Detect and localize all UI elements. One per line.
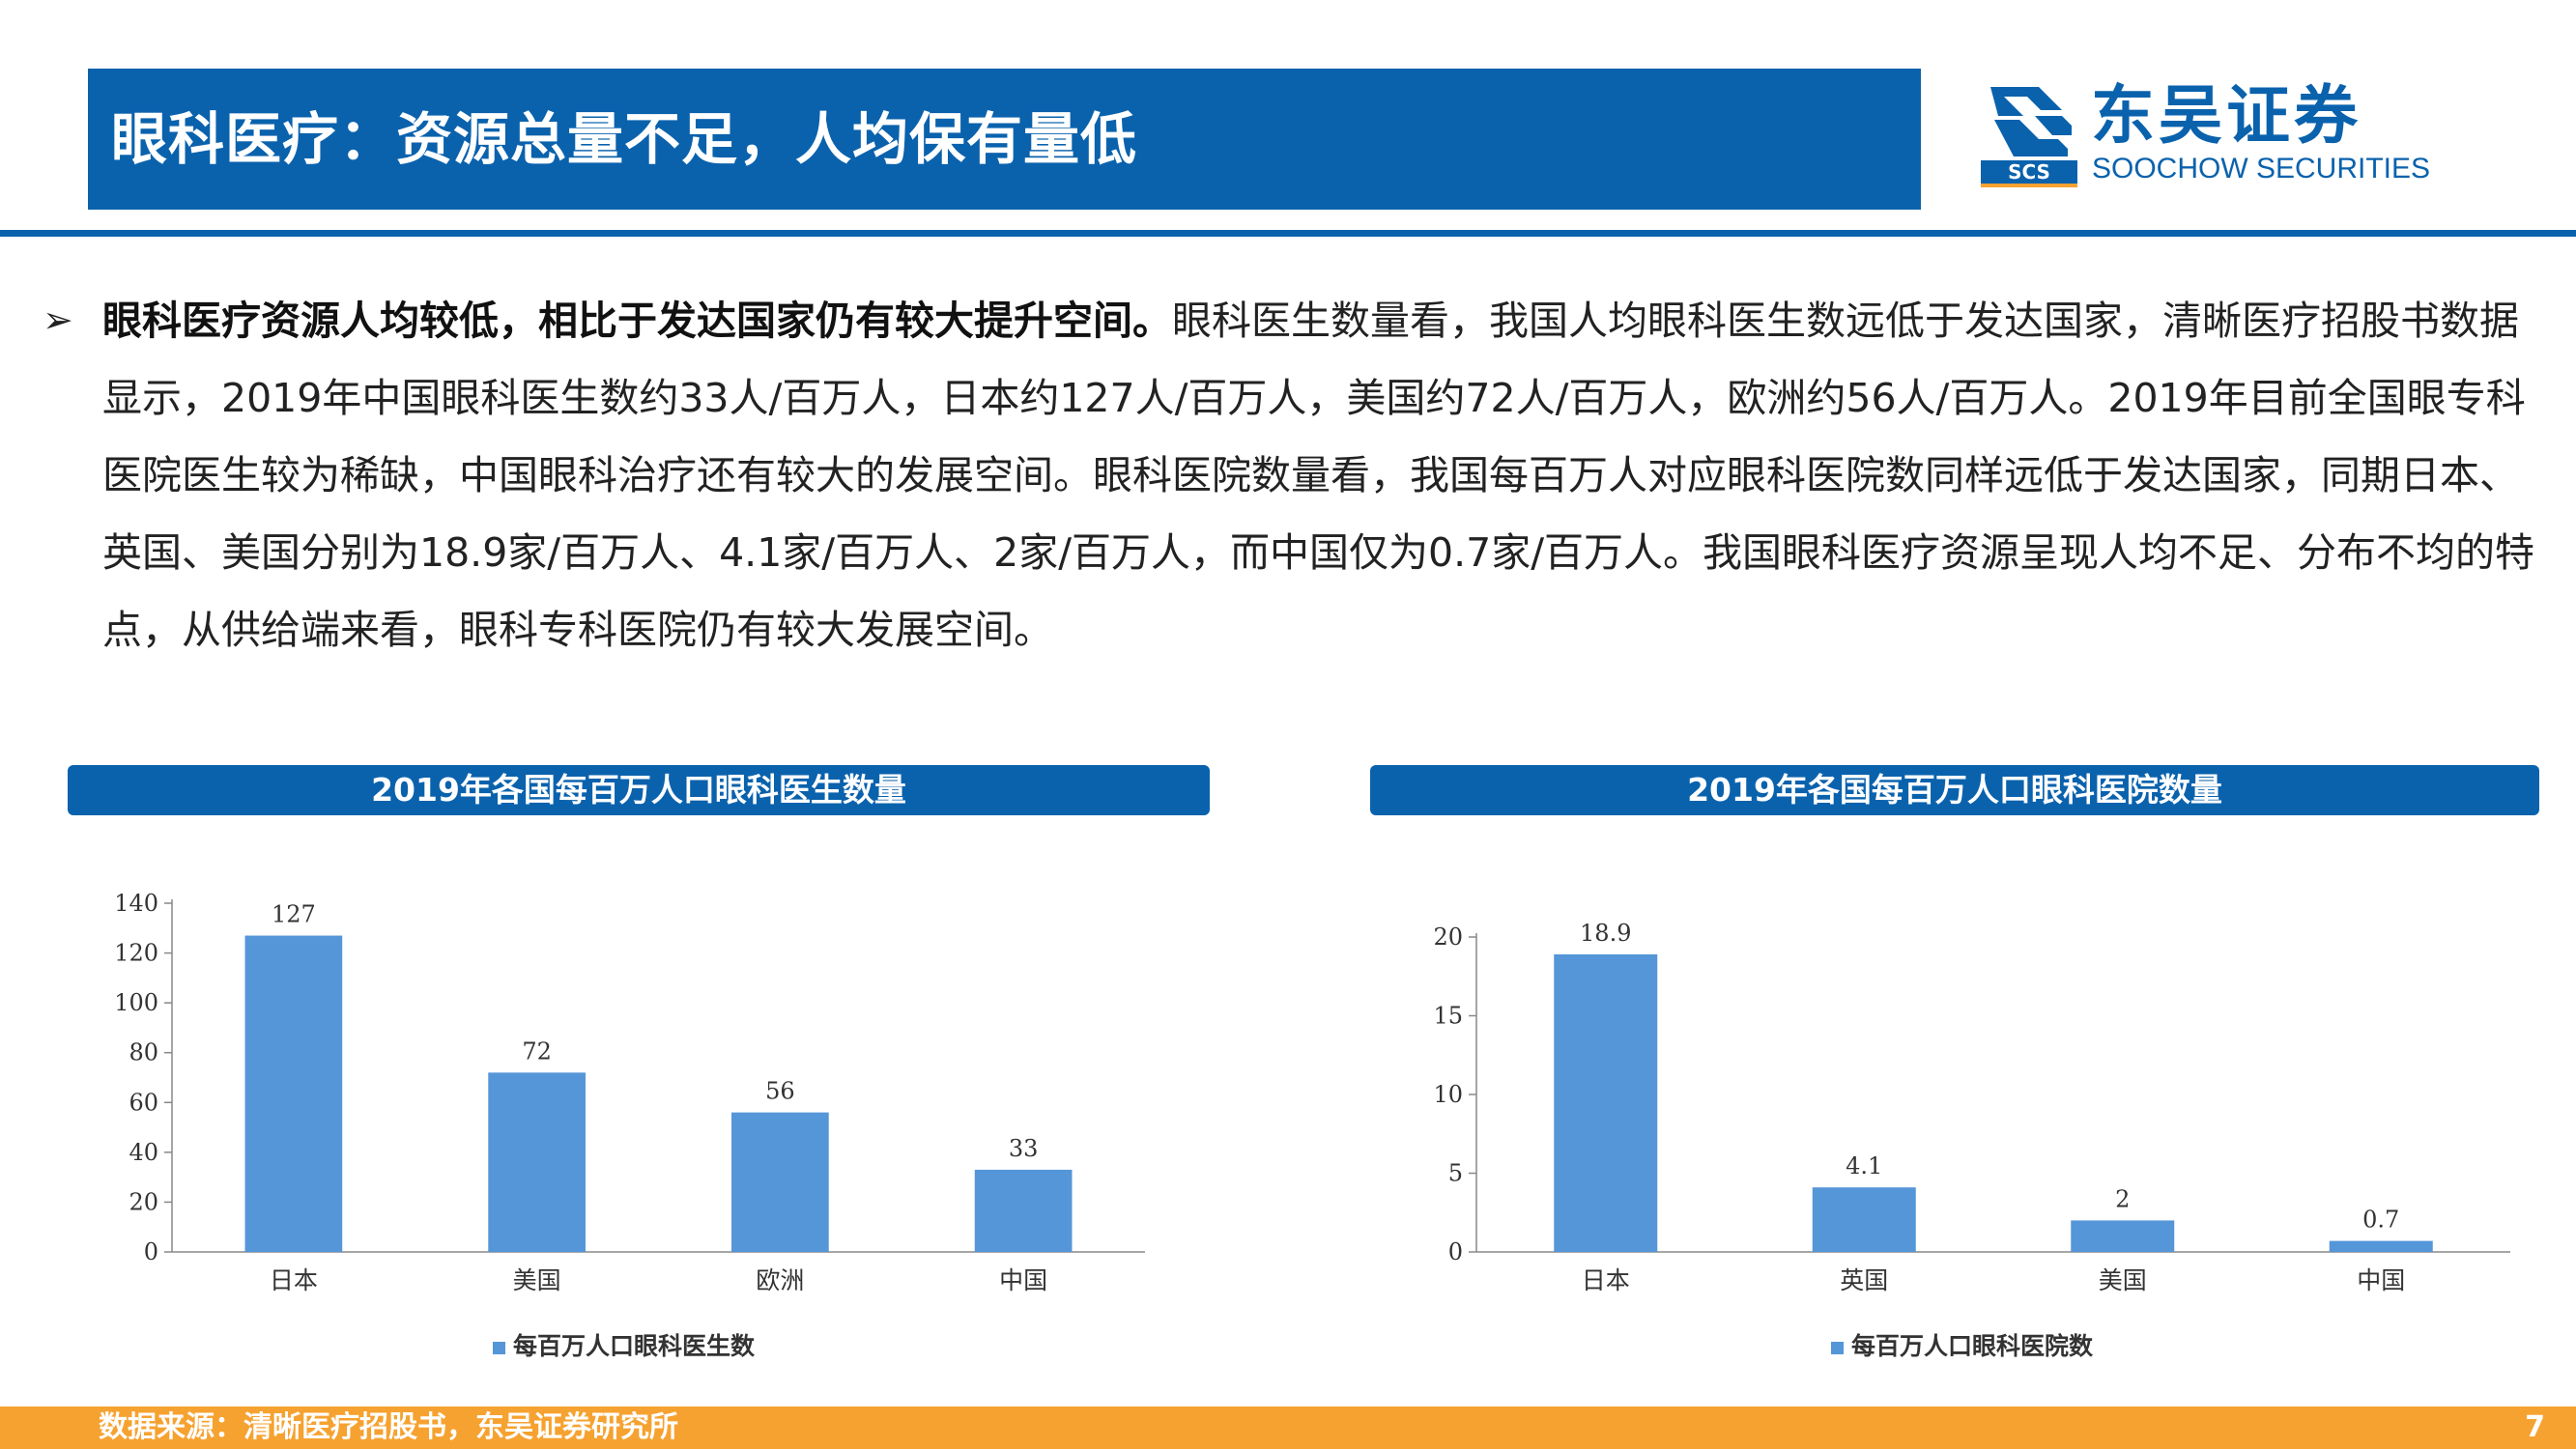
category-label: 日本 xyxy=(1582,1266,1630,1294)
data-label: 127 xyxy=(272,901,316,928)
y-tick-label: 0 xyxy=(1448,1238,1463,1265)
svg-text:SCS: SCS xyxy=(2008,160,2050,184)
category-label: 英国 xyxy=(1840,1266,1888,1294)
category-label: 美国 xyxy=(513,1266,561,1294)
category-label: 日本 xyxy=(270,1266,318,1294)
y-tick-label: 100 xyxy=(114,989,158,1016)
title-bar: 眼科医疗：资源总量不足，人均保有量低 xyxy=(88,69,1921,210)
y-tick-label: 20 xyxy=(1433,923,1463,951)
chart-2-legend: 每百万人口眼科医院数 xyxy=(1831,1327,2093,1362)
y-tick-label: 60 xyxy=(129,1089,158,1116)
y-tick-label: 5 xyxy=(1448,1160,1463,1187)
chart-hospitals: 0 5 10 15 20 18.9 日本 4.1 英国 2 美国 0.7 中国 xyxy=(1433,920,2510,1294)
y-tick-label: 120 xyxy=(114,940,158,967)
footer-bar: 数据来源：清晰医疗招股书，东吴证券研究所 7 xyxy=(0,1406,2576,1449)
legend-swatch xyxy=(493,1341,505,1354)
legend-swatch xyxy=(1831,1341,1844,1354)
chart-doctors: 0 20 40 60 80 100 120 140 127 日本 72 美国 56 欧洲 33 中国 xyxy=(114,890,1145,1294)
data-label: 72 xyxy=(522,1037,552,1065)
bullet-paragraph: 眼科医疗资源人均较低，相比于发达国家仍有较大提升空间。眼科医生数量看，我国人均眼… xyxy=(102,282,2557,668)
bullet-lead: 眼科医疗资源人均较低，相比于发达国家仍有较大提升空间。 xyxy=(102,298,1172,344)
bullet-text: 眼科医生数量看，我国人均眼科医生数远低于发达国家，清晰医疗招股书数据显示，201… xyxy=(102,298,2535,653)
y-tick-label: 15 xyxy=(1433,1003,1463,1030)
y-tick-label: 20 xyxy=(129,1188,158,1215)
category-label: 中国 xyxy=(2357,1266,2405,1294)
bullet-arrow-icon: ➢ xyxy=(43,298,73,341)
y-tick-label: 80 xyxy=(129,1039,158,1066)
data-label: 0.7 xyxy=(2362,1207,2399,1234)
bar xyxy=(731,1112,829,1252)
scs-logo-icon: SCS xyxy=(1981,87,2077,187)
logo-chinese-name: 东吴证券 xyxy=(2091,78,2361,153)
page-title: 眼科医疗：资源总量不足，人均保有量低 xyxy=(111,106,1138,172)
y-tick-label: 0 xyxy=(144,1238,158,1265)
y-tick-label: 40 xyxy=(129,1139,158,1166)
logo-english-name: SOOCHOW SECURITIES xyxy=(2092,153,2431,185)
bar xyxy=(244,935,343,1252)
data-label: 33 xyxy=(1009,1135,1039,1162)
page-number: 7 xyxy=(2525,1410,2545,1444)
bar xyxy=(1812,1187,1916,1252)
chart-2-title: 2019年各国每百万人口眼科医院数量 xyxy=(1370,765,2539,815)
header-rule xyxy=(0,230,2576,237)
category-label: 欧洲 xyxy=(756,1266,804,1294)
data-label: 4.1 xyxy=(1846,1152,1882,1179)
y-tick-label: 140 xyxy=(114,890,158,917)
legend-label: 每百万人口眼科医院数 xyxy=(1851,1332,2094,1360)
category-label: 中国 xyxy=(999,1266,1047,1294)
chart-1-title: 2019年各国每百万人口眼科医生数量 xyxy=(68,765,1210,815)
footer-source: 数据来源：清晰医疗招股书，东吴证券研究所 xyxy=(99,1410,678,1444)
bar xyxy=(488,1072,586,1252)
company-logo: SCS 东吴证券 SOOCHOW SECURITIES xyxy=(1981,78,2430,187)
category-label: 美国 xyxy=(2099,1266,2147,1294)
bar xyxy=(2329,1240,2433,1252)
bar xyxy=(2071,1220,2175,1252)
legend-label: 每百万人口眼科医生数 xyxy=(513,1332,756,1360)
bar xyxy=(1554,953,1658,1252)
y-tick-label: 10 xyxy=(1433,1081,1463,1108)
data-label: 18.9 xyxy=(1580,920,1631,947)
chart-1-legend: 每百万人口眼科医生数 xyxy=(493,1327,755,1362)
bar xyxy=(974,1169,1073,1252)
data-label: 2 xyxy=(2115,1185,2130,1212)
data-label: 56 xyxy=(765,1078,795,1105)
